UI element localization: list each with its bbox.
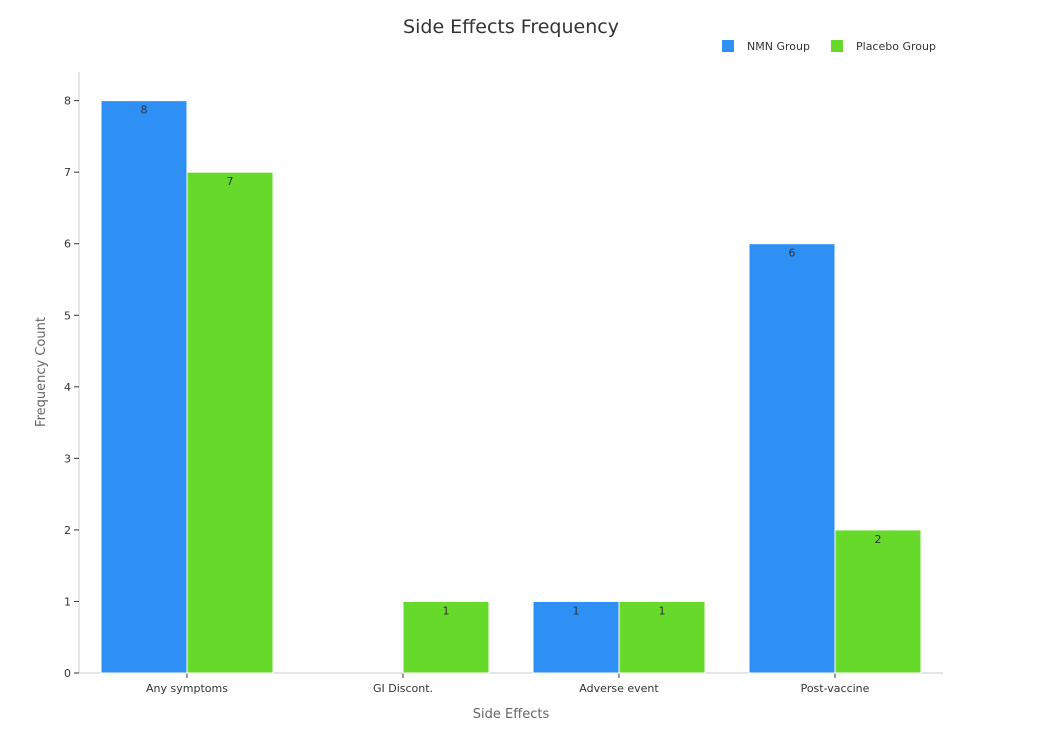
data-labels: 8 7 1 1 1 6 2 <box>141 104 882 618</box>
data-label-placebo-group-gi-discont: 1 <box>443 604 450 617</box>
x-tick-label-gi-discont: GI Discont. <box>373 682 433 695</box>
data-label-placebo-group-post-vaccine: 2 <box>875 533 882 546</box>
y-tick-label-3: 3 <box>64 452 71 465</box>
bar-placebo-group-gi-discont <box>402 600 490 674</box>
y-tick-label-5: 5 <box>64 309 71 322</box>
x-tick-label-adverse-event: Adverse event <box>579 682 659 695</box>
data-label-nmn-group-post-vaccine: 6 <box>789 247 796 260</box>
bar-nmn-group-post-vaccine <box>748 243 836 674</box>
bar-nmn-group-any-symptoms <box>100 100 188 674</box>
y-tick-label-8: 8 <box>64 95 71 108</box>
y-axis-title: Frequency Count <box>34 317 49 427</box>
x-tick-label-any-symptoms: Any symptoms <box>146 682 228 695</box>
y-tick-label-7: 7 <box>64 166 71 179</box>
legend-swatch-nmn-group <box>722 40 734 52</box>
x-tick-label-post-vaccine: Post-vaccine <box>801 682 870 695</box>
y-tick-label-4: 4 <box>64 381 71 394</box>
y-tick-label-1: 1 <box>64 595 71 608</box>
data-label-nmn-group-any-symptoms: 8 <box>141 104 148 117</box>
y-axis: 0 1 2 3 4 5 6 7 8 <box>64 72 80 680</box>
legend-swatch-placebo-group <box>831 40 843 52</box>
bar-placebo-group-any-symptoms <box>186 171 274 674</box>
y-tick-label-2: 2 <box>64 524 71 537</box>
legend-label-placebo-group: Placebo Group <box>856 40 936 53</box>
x-axis: Any symptoms GI Discont. Adverse event Post… <box>79 672 943 695</box>
legend-label-nmn-group: NMN Group <box>747 40 810 53</box>
data-label-nmn-group-adverse-event: 1 <box>573 604 580 617</box>
bar-placebo-group-post-vaccine <box>834 529 922 674</box>
bars <box>100 100 922 674</box>
y-tick-label-0: 0 <box>64 667 71 680</box>
data-label-placebo-group-adverse-event: 1 <box>659 604 666 617</box>
bar-placebo-group-adverse-event <box>618 600 706 674</box>
chart-title: Side Effects Frequency <box>403 16 619 38</box>
y-tick-label-6: 6 <box>64 238 71 251</box>
legend: NMN Group Placebo Group <box>722 40 936 53</box>
x-axis-title: Side Effects <box>473 707 550 722</box>
data-label-placebo-group-any-symptoms: 7 <box>227 175 234 188</box>
